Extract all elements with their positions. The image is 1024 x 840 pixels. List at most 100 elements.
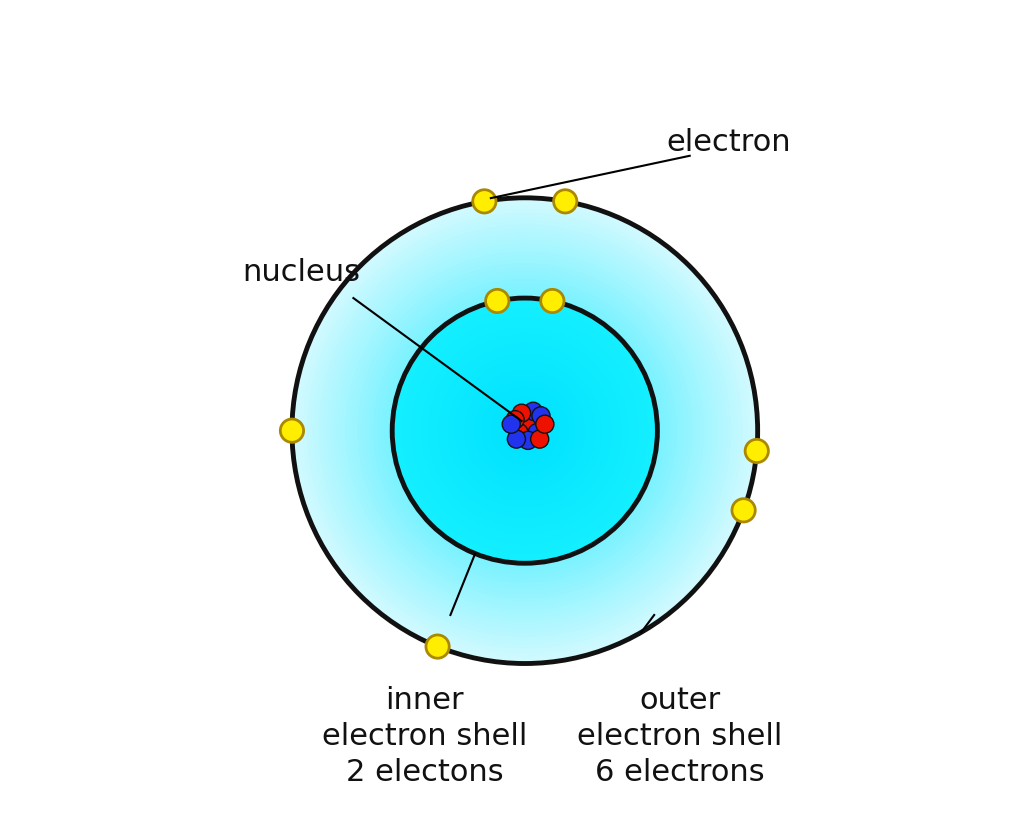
Circle shape (521, 427, 528, 434)
Circle shape (432, 338, 617, 523)
Text: outer
electron shell
6 electrons: outer electron shell 6 electrons (578, 686, 782, 787)
Circle shape (432, 338, 617, 524)
Circle shape (528, 423, 546, 442)
Circle shape (494, 400, 556, 462)
Circle shape (303, 209, 746, 652)
Circle shape (510, 423, 528, 442)
Circle shape (439, 345, 610, 516)
Circle shape (508, 414, 542, 447)
Circle shape (331, 237, 719, 625)
Circle shape (506, 411, 524, 428)
Circle shape (400, 307, 649, 555)
Circle shape (530, 430, 549, 448)
Circle shape (435, 341, 614, 520)
Circle shape (281, 419, 303, 443)
Circle shape (456, 361, 594, 501)
Circle shape (513, 419, 537, 443)
Circle shape (470, 376, 580, 485)
Circle shape (374, 280, 676, 582)
Circle shape (366, 271, 684, 590)
Circle shape (459, 365, 591, 497)
Circle shape (485, 289, 509, 312)
Circle shape (515, 421, 535, 441)
Circle shape (413, 318, 637, 543)
Circle shape (416, 322, 634, 539)
Circle shape (488, 394, 561, 467)
Circle shape (442, 348, 607, 513)
Circle shape (455, 361, 595, 501)
Circle shape (517, 423, 532, 438)
Circle shape (467, 372, 583, 489)
Circle shape (361, 268, 688, 594)
Circle shape (536, 415, 554, 433)
Circle shape (502, 407, 548, 454)
Circle shape (518, 424, 531, 438)
Circle shape (429, 334, 621, 527)
Circle shape (554, 190, 577, 213)
Circle shape (512, 417, 538, 444)
Circle shape (452, 358, 598, 504)
Circle shape (354, 260, 695, 601)
Circle shape (392, 298, 657, 564)
Circle shape (745, 439, 768, 463)
Circle shape (398, 305, 651, 557)
Circle shape (498, 403, 552, 458)
Circle shape (404, 310, 645, 551)
Circle shape (412, 318, 638, 543)
Circle shape (292, 197, 758, 664)
Circle shape (509, 415, 541, 446)
Circle shape (402, 308, 647, 554)
Circle shape (502, 407, 548, 454)
Circle shape (478, 384, 571, 477)
Circle shape (389, 295, 660, 566)
Circle shape (406, 312, 644, 550)
Circle shape (474, 381, 575, 481)
Circle shape (358, 264, 691, 597)
Circle shape (512, 404, 530, 423)
Circle shape (447, 353, 602, 508)
Circle shape (463, 369, 587, 493)
Text: inner
electron shell
2 electons: inner electron shell 2 electons (322, 686, 527, 787)
Circle shape (732, 499, 756, 522)
Circle shape (350, 256, 699, 606)
Circle shape (342, 249, 708, 613)
Circle shape (311, 218, 738, 644)
Circle shape (495, 401, 555, 460)
Circle shape (505, 411, 545, 450)
Circle shape (296, 202, 754, 659)
Circle shape (300, 206, 750, 656)
Circle shape (478, 384, 571, 477)
Circle shape (459, 365, 591, 496)
Circle shape (443, 349, 606, 512)
Circle shape (307, 213, 742, 648)
Circle shape (335, 240, 715, 621)
Circle shape (438, 344, 611, 517)
Circle shape (422, 328, 628, 533)
Circle shape (482, 388, 567, 474)
Circle shape (377, 283, 673, 578)
Circle shape (319, 225, 730, 637)
Circle shape (507, 430, 525, 448)
Circle shape (541, 289, 564, 312)
Circle shape (395, 302, 654, 560)
Circle shape (506, 412, 544, 450)
Circle shape (531, 407, 550, 425)
Circle shape (393, 299, 656, 563)
Circle shape (502, 415, 520, 433)
Circle shape (481, 387, 568, 474)
Circle shape (339, 244, 711, 617)
Circle shape (435, 341, 614, 520)
Circle shape (409, 315, 641, 547)
Circle shape (385, 291, 665, 570)
Circle shape (519, 431, 538, 449)
Circle shape (426, 635, 450, 659)
Circle shape (524, 402, 543, 420)
Circle shape (485, 391, 564, 470)
Circle shape (323, 228, 727, 633)
Circle shape (419, 324, 631, 537)
Circle shape (465, 371, 585, 491)
Circle shape (425, 331, 625, 530)
Circle shape (396, 302, 653, 559)
Circle shape (420, 326, 630, 535)
Circle shape (381, 287, 669, 575)
